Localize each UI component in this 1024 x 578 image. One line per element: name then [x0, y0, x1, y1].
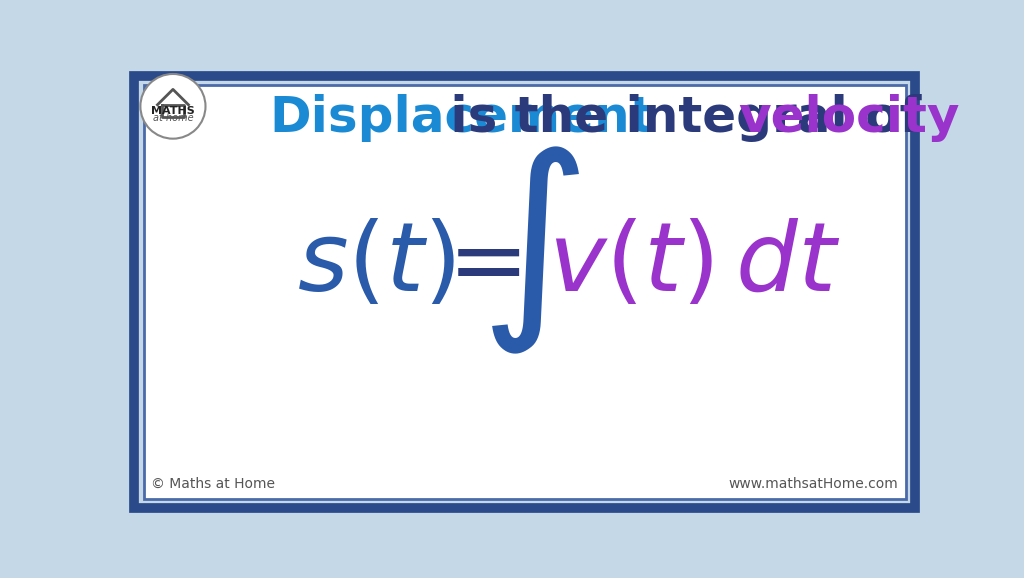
Text: $=$: $=$: [429, 217, 521, 311]
Text: $v(t)\,dt$: $v(t)\,dt$: [548, 217, 841, 311]
Text: at home: at home: [153, 113, 194, 123]
FancyBboxPatch shape: [134, 76, 915, 508]
Text: © Maths at Home: © Maths at Home: [152, 477, 275, 491]
Text: is the integral of: is the integral of: [432, 94, 938, 142]
Text: MATHS: MATHS: [152, 106, 195, 116]
Text: Displacement: Displacement: [270, 94, 654, 142]
Circle shape: [140, 74, 206, 139]
Text: www.mathsatHome.com: www.mathsatHome.com: [729, 477, 898, 491]
Text: velocity: velocity: [738, 94, 961, 142]
Text: $\int$: $\int$: [479, 144, 580, 355]
FancyBboxPatch shape: [143, 85, 906, 499]
Text: $s(t)$: $s(t)$: [297, 217, 456, 311]
